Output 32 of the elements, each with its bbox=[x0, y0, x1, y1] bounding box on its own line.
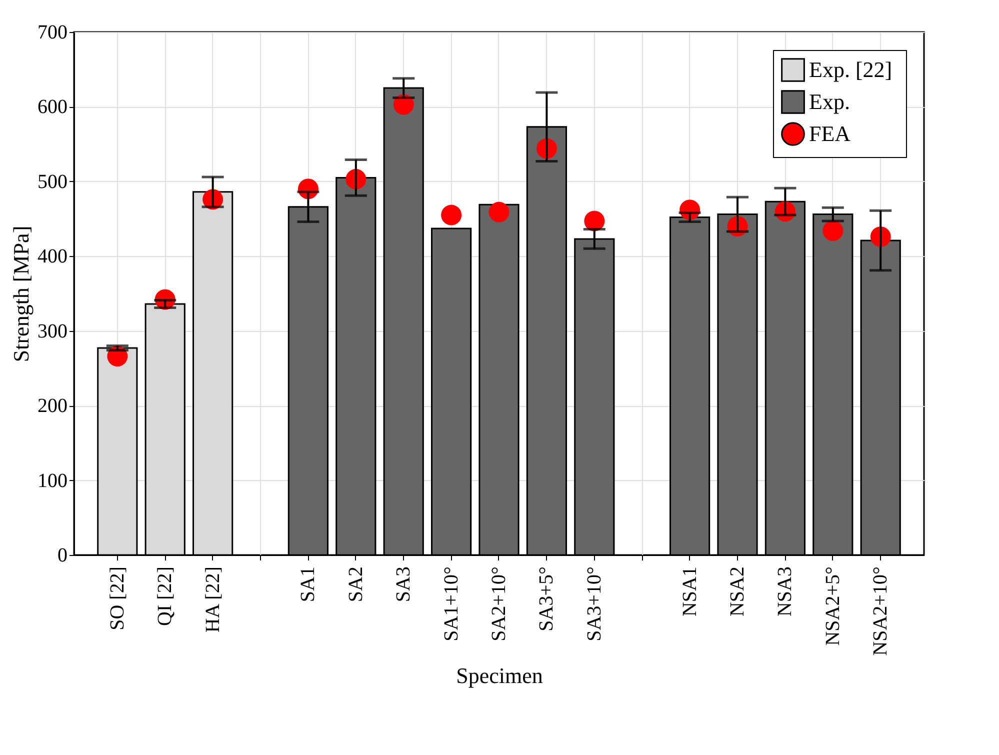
x-tick-label: NSA3 bbox=[774, 566, 796, 617]
y-tick-label: 600 bbox=[38, 96, 68, 118]
x-tick-label: SA3+5° bbox=[536, 566, 558, 632]
legend-label: Exp. [22] bbox=[809, 57, 892, 82]
legend-label: FEA bbox=[809, 121, 851, 146]
y-axis-title: Strength [MPa] bbox=[8, 226, 34, 362]
y-tick-label: 500 bbox=[38, 170, 68, 193]
x-tick-label: SA3+10° bbox=[583, 566, 606, 642]
y-tick-label: 200 bbox=[38, 395, 68, 418]
point bbox=[584, 210, 605, 232]
x-tick-label: NSA2+5° bbox=[822, 566, 844, 646]
x-tick-label: SA3 bbox=[392, 566, 415, 602]
x-tick-label: SA1 bbox=[297, 566, 320, 602]
y-tick-label: 100 bbox=[38, 470, 68, 492]
x-tick-label: SA2 bbox=[344, 566, 367, 602]
x-tick-label: SA1+10° bbox=[440, 566, 462, 642]
x-tick-label: HA [22] bbox=[202, 566, 224, 633]
point bbox=[441, 204, 462, 226]
y-tick-label: 400 bbox=[38, 246, 68, 268]
point bbox=[488, 202, 510, 222]
point bbox=[822, 220, 844, 241]
legend-label: Exp. bbox=[809, 89, 850, 114]
x-tick-label: NSA2 bbox=[726, 566, 748, 617]
x-axis-title: Specimen bbox=[456, 662, 543, 688]
x-tick-label: SO [22] bbox=[106, 566, 128, 630]
y-tick-label: 0 bbox=[58, 544, 68, 566]
y-tick-label: 300 bbox=[38, 320, 68, 342]
x-tick-label: NSA1 bbox=[678, 566, 701, 617]
x-tick-label: NSA2+10° bbox=[870, 566, 892, 656]
x-tick-label: SA2+10° bbox=[488, 566, 510, 642]
x-tick-label: QI [22] bbox=[154, 566, 176, 626]
y-tick-label: 700 bbox=[38, 22, 68, 44]
